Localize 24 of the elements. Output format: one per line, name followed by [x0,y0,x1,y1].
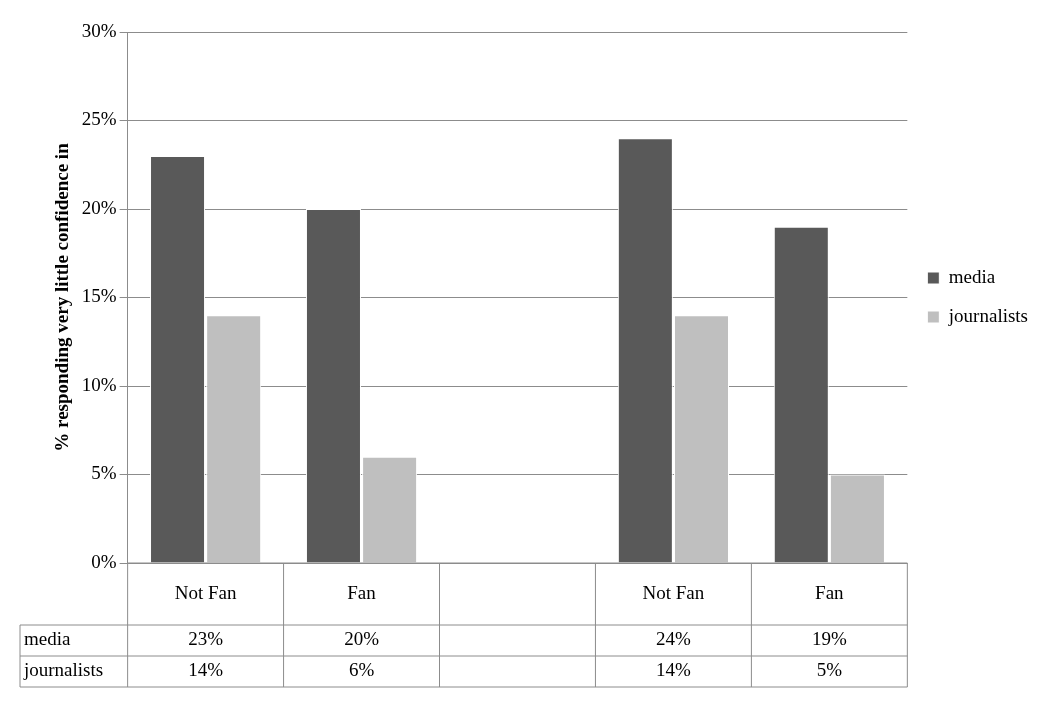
data-label: 5% [816,659,843,681]
y-tick-label: 25% [81,108,117,130]
y-tick-label: 15% [81,285,117,307]
data-label: 6% [348,659,375,681]
x-tick-label: Fan [815,581,845,603]
y-tick-label: 5% [91,462,117,484]
legend-label: media [948,265,996,287]
y-tick-label: 10% [81,373,117,395]
x-tick-label: Fan [347,581,377,603]
data-label: 14% [656,659,692,681]
data-label: 23% [188,628,224,650]
data-label: 14% [188,659,224,681]
x-tick-label: Not Fan [174,581,237,603]
x-tick-label: Not Fan [642,581,705,603]
y-axis-title: % responding very little confidence in [51,142,73,452]
data-label: 19% [811,628,847,650]
data-label: 24% [656,628,692,650]
data-label: 20% [344,628,380,650]
y-tick-label: 0% [91,550,117,572]
y-tick-label: 30% [81,19,117,41]
legend-label: journalists [947,304,1029,326]
y-tick-label: 20% [81,196,117,218]
text: media [24,628,71,650]
text: journalists [24,659,104,681]
